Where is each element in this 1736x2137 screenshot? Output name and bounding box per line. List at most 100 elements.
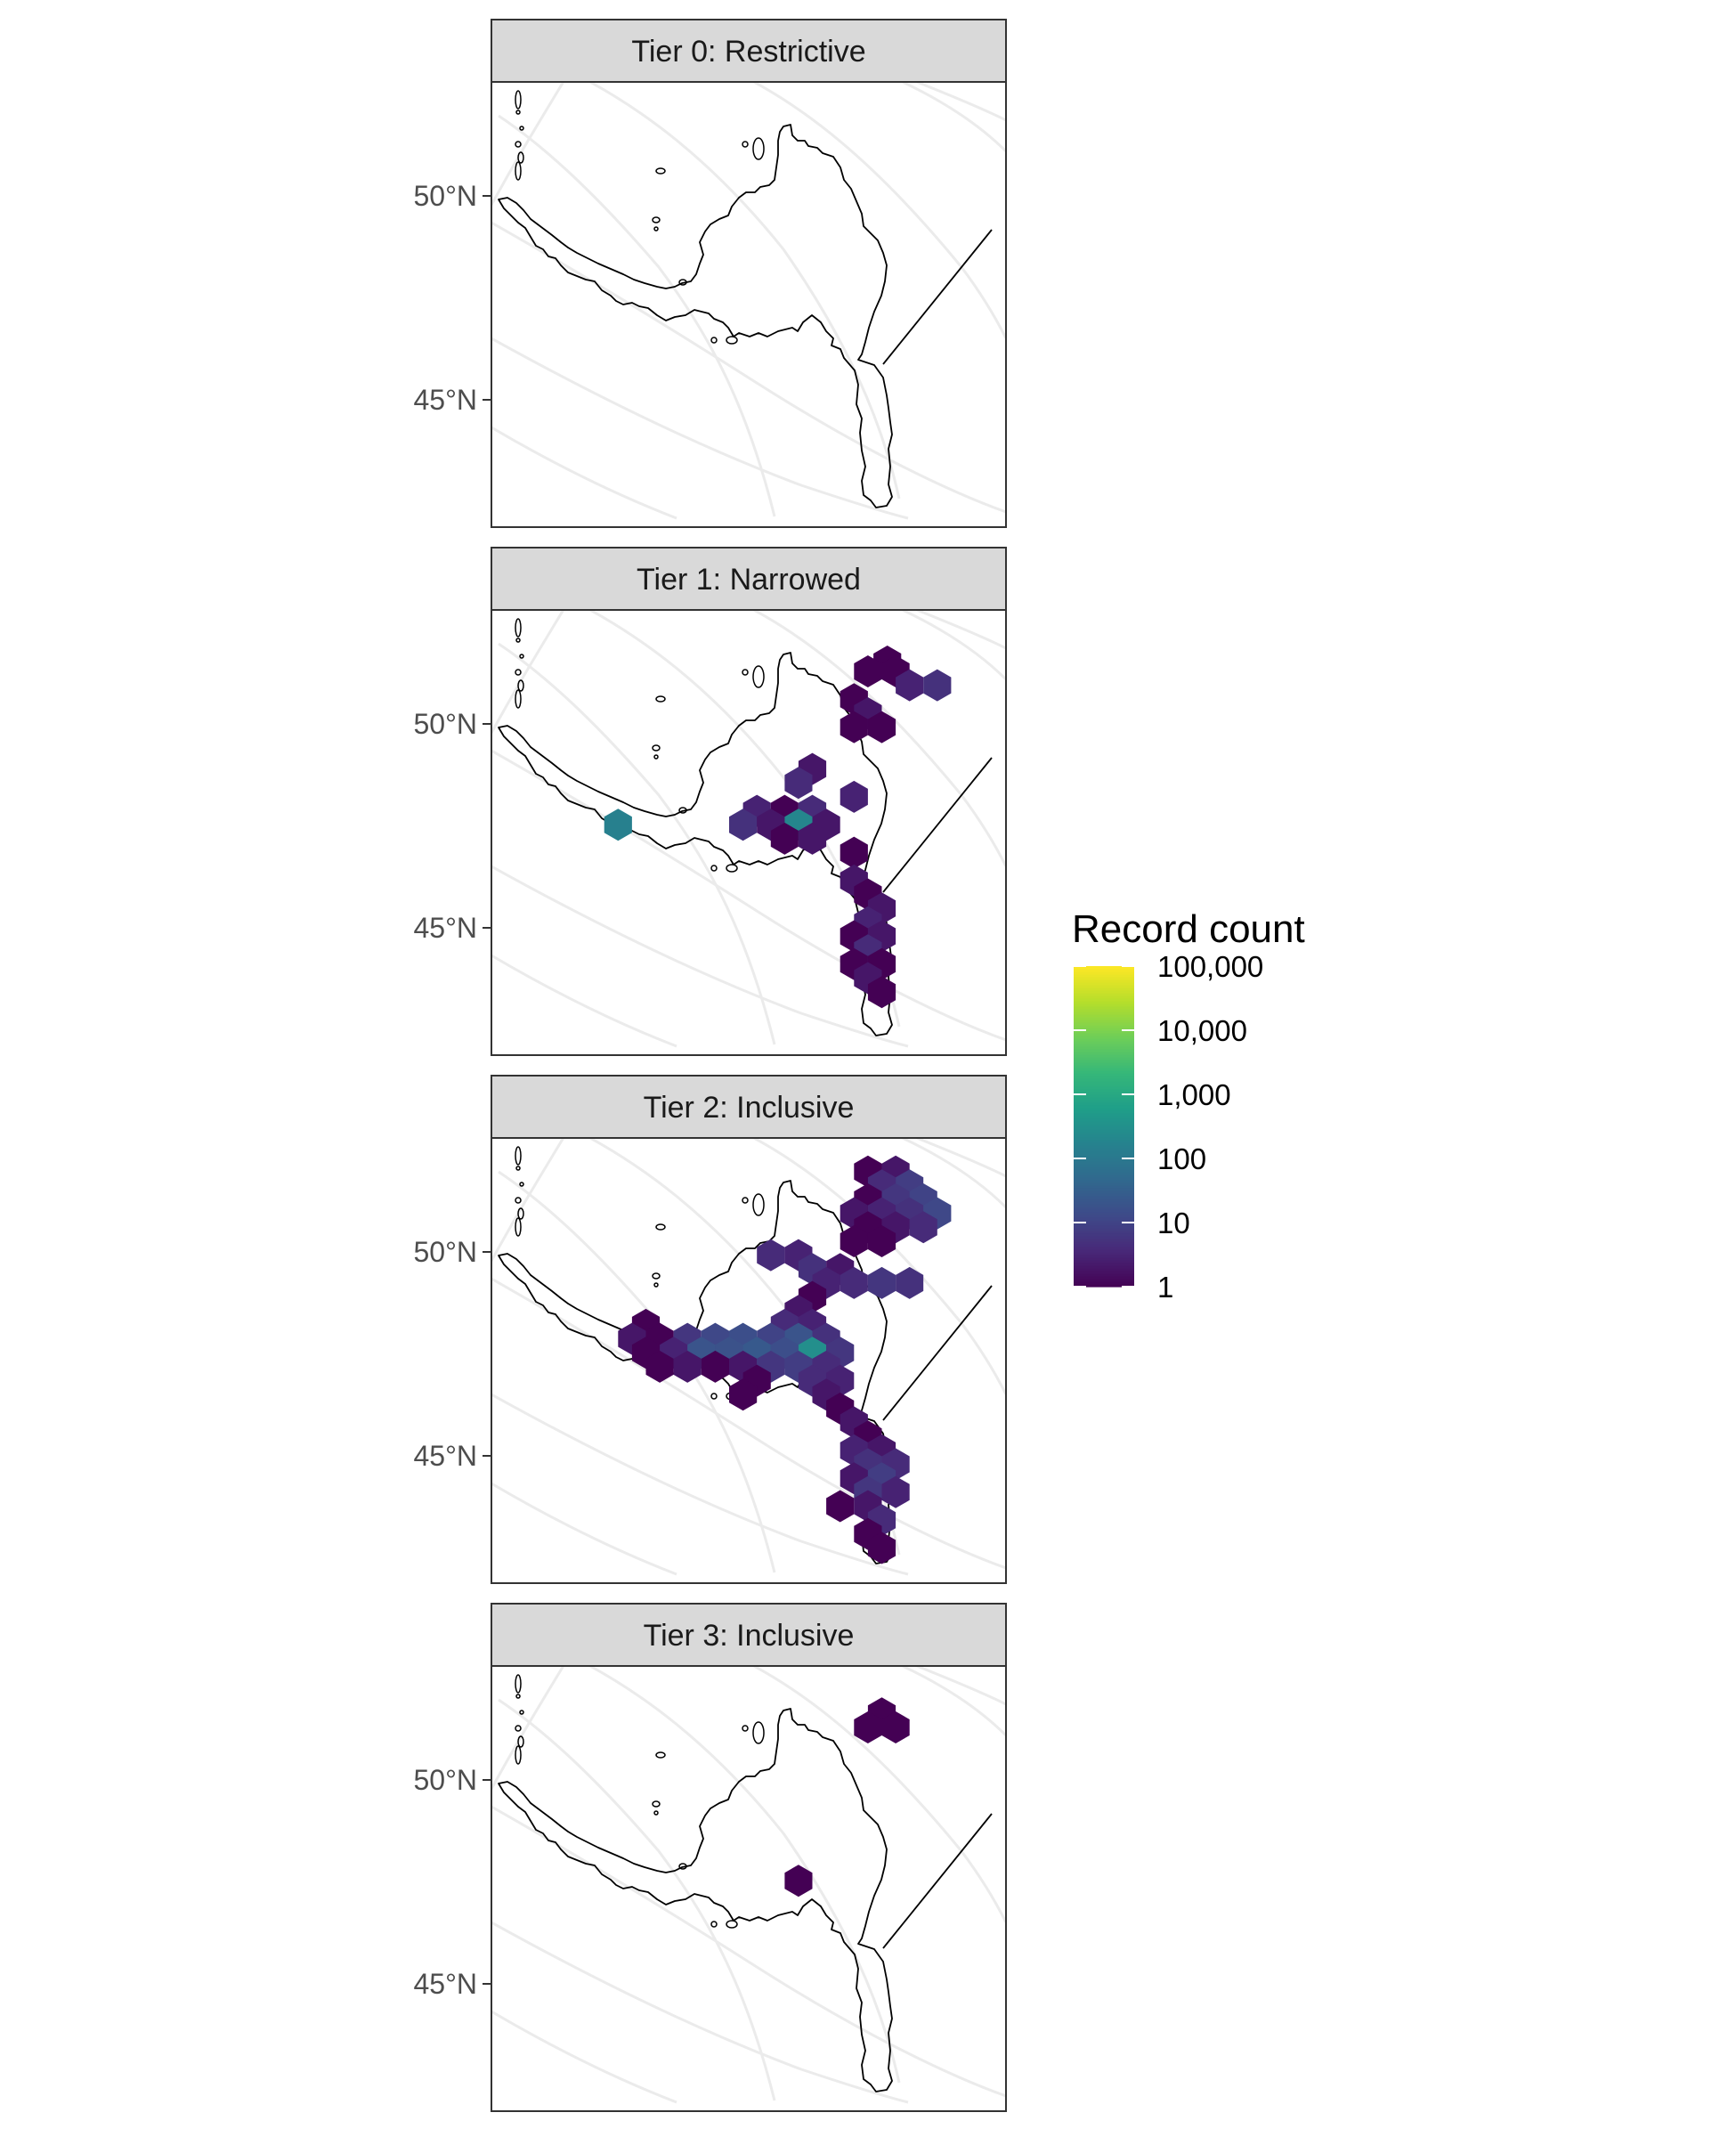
legend-gradient-step <box>1074 1017 1134 1020</box>
island-outline <box>710 865 718 872</box>
legend-gradient-step <box>1074 974 1134 978</box>
island-outline <box>652 1272 661 1280</box>
boundary-line <box>882 229 993 365</box>
hexbin-cell <box>909 1211 937 1244</box>
y-tick-label: 50°N <box>414 180 478 212</box>
island-outline <box>517 1207 524 1220</box>
panel-background <box>491 1666 1006 2111</box>
legend-gradient-step <box>1074 1241 1134 1245</box>
legend-gradient-step <box>1074 1057 1134 1060</box>
basemap <box>498 618 993 1036</box>
island-outline <box>519 1710 524 1715</box>
hexbin-cell <box>867 1225 896 1257</box>
island-outline <box>517 151 524 164</box>
legend-gradient-step <box>1074 1172 1134 1175</box>
island-outline <box>517 679 524 692</box>
hexbin-cell <box>896 1266 924 1299</box>
legend-gradient-step <box>1074 1244 1134 1247</box>
basemap <box>498 1674 993 2092</box>
island-outline <box>517 1735 524 1748</box>
legend-gradient-step <box>1074 1207 1134 1210</box>
legend-gradient-step <box>1074 987 1134 991</box>
island-outline <box>655 1223 666 1231</box>
legend-gradient-step <box>1074 1030 1134 1034</box>
graticule-line <box>491 1805 1006 2098</box>
legend-gradient-step <box>1074 1156 1134 1159</box>
hexbin-cell <box>896 669 924 702</box>
hexbin-cell <box>867 976 896 1009</box>
island-outline <box>652 216 661 223</box>
legend-gradient-step <box>1074 1060 1134 1063</box>
graticule-line <box>587 82 901 500</box>
facet-strip-label: Tier 2: Inclusive <box>644 1091 855 1125</box>
legend-gradient-step <box>1074 1068 1134 1071</box>
legend-gradient-step <box>1074 1041 1134 1044</box>
island-outline <box>515 618 522 638</box>
graticule-line <box>491 1393 909 1576</box>
facet-panel: Tier 0: Restrictive 50°N 45°N <box>414 19 1007 528</box>
hexbin-cell <box>798 822 827 855</box>
island-outline <box>515 638 521 643</box>
legend-gradient-step <box>1074 1062 1134 1066</box>
island-outline <box>515 1674 522 1694</box>
legend-gradient-step <box>1074 1276 1134 1280</box>
legend-gradient-step <box>1074 1094 1134 1098</box>
legend-gradient-step <box>1074 1228 1134 1231</box>
island-outline <box>742 1725 749 1732</box>
facet-strip <box>491 1075 1007 1139</box>
legend-gradient-step <box>1074 1177 1134 1181</box>
graticule-line <box>491 1666 565 1790</box>
legend-gradient-step <box>1074 1174 1134 1178</box>
legend-gradient-step <box>1074 1236 1134 1239</box>
legend-gradient-step <box>1074 1271 1134 1274</box>
island-outline <box>519 1182 524 1187</box>
legend-gradient-step <box>1074 990 1134 994</box>
legend-gradient-step <box>1074 1028 1134 1031</box>
legend-gradient-step <box>1074 1116 1134 1119</box>
island-outline <box>515 1725 522 1732</box>
island-outline <box>653 1810 659 1816</box>
panel-border <box>491 1665 1007 2112</box>
graticule-line <box>498 642 776 1045</box>
graticule-line <box>491 1921 909 2104</box>
legend-gradient-step <box>1074 1084 1134 1087</box>
island-outline <box>515 161 522 181</box>
island-outline <box>515 1197 522 1204</box>
legend-gradient-step <box>1074 1239 1134 1242</box>
island-outline <box>726 336 738 345</box>
legend-gradient-step <box>1074 1001 1134 1004</box>
island-outline <box>742 669 749 676</box>
legend-gradient-step <box>1074 1052 1134 1055</box>
island-outline <box>653 754 659 760</box>
graticule-line <box>491 954 677 1048</box>
legend-gradient-step <box>1074 1223 1134 1226</box>
legend-gradient-step <box>1074 1190 1134 1194</box>
graticule-line <box>898 82 1006 153</box>
coastline <box>498 652 893 1036</box>
panel-border <box>491 81 1007 528</box>
graticule-line <box>491 749 1006 1042</box>
graticule-line <box>898 1666 1006 1737</box>
legend-gradient-step <box>1074 1252 1134 1255</box>
island-outline <box>752 665 765 688</box>
legend-gradient-step <box>1074 1225 1134 1229</box>
legend-gradient-step <box>1074 1081 1134 1085</box>
hexbin-cell <box>840 711 868 743</box>
legend-gradient-step <box>1074 977 1134 980</box>
facet-panel: Tier 2: Inclusive 50°N 45°N <box>414 1075 1007 1584</box>
hexbin-cell <box>854 1711 882 1743</box>
legend-gradient-step <box>1074 1006 1134 1010</box>
island-outline <box>752 1193 765 1216</box>
graticule-line <box>491 610 565 734</box>
legend-colorbar <box>1074 966 1134 1288</box>
legend-gradient-step <box>1074 1279 1134 1282</box>
graticule-line <box>898 1138 1006 1209</box>
island-outline <box>653 1282 659 1288</box>
graticule-line <box>491 1138 565 1262</box>
island-outline <box>726 1920 738 1929</box>
graticule <box>491 1666 1006 2104</box>
hexbin-cell <box>784 1865 813 1897</box>
legend-gradient-step <box>1074 1110 1134 1114</box>
graticule-line <box>491 1482 677 1576</box>
legend-gradient-step <box>1074 1129 1134 1133</box>
